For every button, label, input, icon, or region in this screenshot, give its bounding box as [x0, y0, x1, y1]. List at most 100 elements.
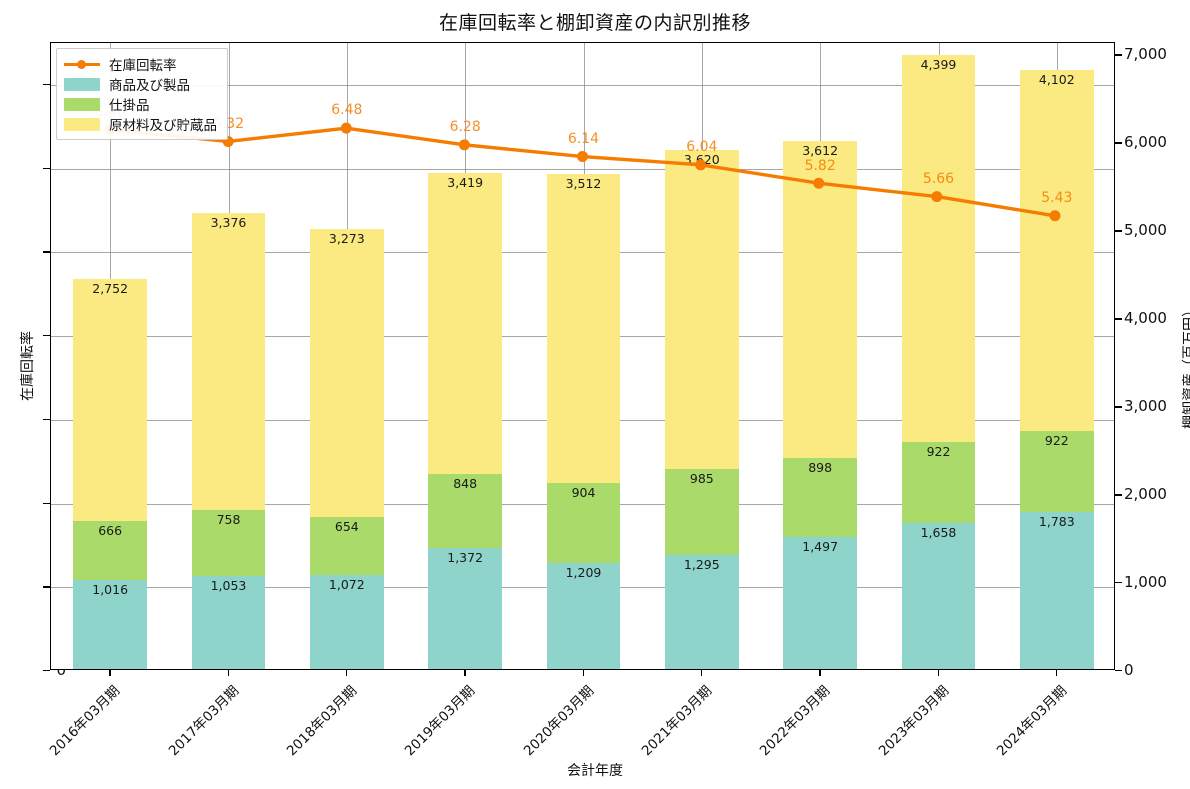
line-value-label: 5.43 — [1041, 190, 1073, 207]
x-axis-tick — [345, 670, 348, 676]
y-axis-right-tick-label: 1,000 — [1124, 573, 1167, 592]
bar-segment-label: 3,376 — [210, 214, 247, 230]
legend-color-swatch-icon — [64, 77, 100, 91]
legend-color-swatch-icon — [64, 97, 100, 111]
bar-segment-label: 2,752 — [92, 281, 129, 297]
bar-segment[interactable]: 3,376 — [191, 212, 266, 510]
bar-segment[interactable]: 654 — [310, 517, 384, 575]
bar-segment-label: 1,016 — [92, 581, 129, 597]
legend-item[interactable]: 商品及び製品 — [64, 74, 217, 94]
bar-group[interactable]: 1,658 922 4,399 — [901, 55, 976, 669]
bar-segment[interactable]: 1,783 — [1020, 512, 1094, 669]
bar-group[interactable]: 1,072 654 3,273 — [310, 229, 384, 669]
y-axis-right-tick — [1115, 406, 1122, 408]
bar-group[interactable]: 1,209 904 3,512 — [546, 174, 621, 669]
bar-segment-label: 1,209 — [565, 564, 602, 580]
y-axis-left-tick — [43, 83, 50, 86]
bar-group[interactable]: 1,053 758 3,376 — [191, 212, 266, 669]
bar-segment[interactable]: 3,273 — [310, 229, 384, 518]
bar-segment-label: 4,399 — [920, 57, 957, 73]
legend-item-label: 原材料及び貯蔵品 — [109, 118, 217, 134]
line-marker[interactable] — [695, 159, 707, 171]
line-value-label: 5.66 — [922, 171, 955, 188]
bar-segment-label: 985 — [689, 470, 714, 486]
y-axis-right-tick-label: 7,000 — [1124, 45, 1167, 64]
bar-segment[interactable]: 3,512 — [546, 174, 621, 484]
y-axis-right-tick — [1115, 494, 1122, 496]
bar-segment[interactable]: 4,102 — [1020, 70, 1094, 432]
bar-segment[interactable]: 4,399 — [901, 55, 976, 443]
bar-segment-label: 3,612 — [802, 142, 839, 158]
x-axis-title: 会計年度 — [567, 763, 623, 779]
bar-segment-label: 1,053 — [210, 578, 247, 594]
line-value-label: 5.82 — [804, 157, 836, 174]
line-marker[interactable] — [813, 177, 825, 189]
y-axis-right-tick — [1115, 230, 1122, 232]
x-axis-tick — [109, 670, 111, 676]
bar-segment[interactable]: 3,620 — [665, 150, 739, 469]
bar-segment-label: 922 — [1044, 433, 1069, 449]
bar-segment-label: 848 — [453, 475, 478, 491]
x-axis-tick — [582, 670, 584, 676]
bar-segment[interactable]: 848 — [428, 473, 502, 549]
bar-segment[interactable]: 758 — [191, 509, 266, 577]
line-marker[interactable] — [931, 191, 943, 203]
plot-area: 1,016 666 2,752 1,053 758 3,376 1,072 654 3,273 1… — [50, 42, 1115, 670]
bar-segment[interactable]: 2,752 — [73, 279, 147, 522]
bar-segment[interactable]: 1,295 — [665, 555, 739, 669]
legend-item[interactable]: 原材料及び貯蔵品 — [64, 114, 217, 134]
bar-segment[interactable]: 1,497 — [783, 537, 857, 669]
bar-segment[interactable]: 985 — [665, 468, 739, 556]
bar-group[interactable]: 1,295 9853,620 — [665, 150, 739, 669]
y-axis-right-title: 棚卸資産（百万円） — [1182, 303, 1190, 429]
bar-segment[interactable]: 666 — [73, 521, 147, 580]
bar-segment[interactable]: 904 — [546, 483, 621, 563]
legend-color-swatch-icon — [64, 117, 100, 131]
bar-segment[interactable]: 1,658 — [901, 523, 976, 669]
y-axis-left-title: 在庫回転率 — [20, 331, 36, 401]
chart-title: 在庫回転率と棚卸資産の内訳別推移 — [438, 12, 751, 34]
line-marker[interactable] — [1049, 210, 1061, 222]
bar-segment[interactable]: 1,016 — [73, 579, 147, 669]
bar-segment[interactable]: 1,209 — [546, 562, 621, 669]
line-value-label: 6.28 — [449, 119, 481, 136]
chart-legend[interactable]: 在庫回転率 商品及び製品 仕掛品原材料及び貯蔵品 — [56, 48, 228, 140]
bar-segment[interactable]: 3,419 — [428, 173, 502, 474]
legend-item-label: 在庫回転率 — [109, 58, 177, 74]
y-axis-right-tick-label: 5,000 — [1124, 221, 1167, 240]
y-axis-right-tick-label: 2,000 — [1124, 485, 1167, 504]
bar-segment-label: 666 — [98, 523, 123, 539]
bar-segment-label: 4,102 — [1038, 72, 1075, 88]
bar-segment[interactable]: 1,053 — [191, 576, 266, 669]
bar-segment[interactable]: 3,612 — [783, 140, 857, 459]
bar-segment[interactable]: 1,372 — [428, 548, 502, 669]
bar-group[interactable]: 1,783 922 4,102 — [1020, 70, 1094, 669]
bar-segment-label: 898 — [808, 460, 833, 476]
legend-item[interactable]: 仕掛品 — [64, 94, 217, 114]
line-marker[interactable] — [458, 139, 470, 151]
gridline-horizontal — [51, 84, 1114, 86]
x-axis-tick — [937, 670, 939, 676]
y-axis-left-tick — [43, 586, 50, 588]
y-axis-left-tick-label: 0 — [56, 661, 66, 679]
x-axis-tick — [819, 670, 821, 676]
y-axis-right-tick — [1115, 54, 1122, 56]
bar-segment[interactable]: 922 — [1020, 431, 1094, 513]
bar-segment-label: 1,295 — [683, 557, 720, 573]
bar-group[interactable]: 1,372 848 3,419 — [428, 173, 502, 669]
legend-item[interactable]: 在庫回転率 — [64, 54, 217, 74]
bar-segment[interactable]: 922 — [901, 442, 976, 524]
line-value-label: 6.48 — [331, 102, 363, 119]
bar-group[interactable]: 1,016 666 2,752 — [73, 279, 147, 669]
bar-segment[interactable]: 898 — [783, 458, 857, 538]
x-axis-tick — [227, 670, 229, 676]
line-marker[interactable] — [577, 151, 588, 162]
bar-segment-label: 758 — [216, 511, 241, 527]
x-axis-tick — [700, 670, 703, 676]
y-axis-left-tick — [43, 251, 50, 253]
line-marker[interactable] — [340, 122, 352, 134]
bar-segment[interactable]: 1,072 — [310, 574, 384, 669]
bar-segment-label: 1,497 — [802, 539, 839, 555]
bar-group[interactable]: 1,497 898 3,612 — [783, 140, 857, 669]
